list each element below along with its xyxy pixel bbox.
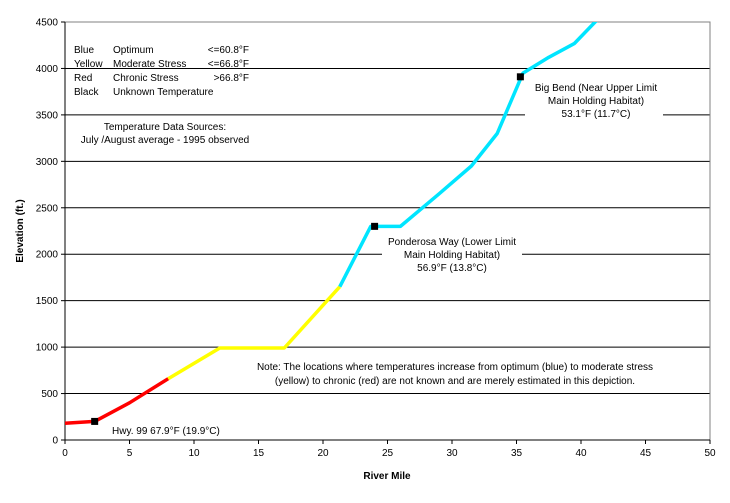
big-bend-label-line3: 53.1°F (11.7°C) [562, 109, 631, 120]
note-line1: Note: The locations where temperatures i… [257, 362, 653, 373]
x-tick-label-35: 35 [511, 448, 523, 459]
y-tick-label-4500: 4500 [36, 18, 59, 29]
legend-limit-optimum: <=60.8°F [208, 45, 249, 56]
y-tick-label-0: 0 [52, 436, 58, 447]
legend-limit-moderate: <=66.8°F [208, 59, 249, 70]
legend-color-black: Black [74, 87, 99, 98]
ponderosa-label-line2: Main Holding Habitat) [404, 250, 500, 261]
legend-color-blue: Blue [74, 45, 94, 56]
y-tick-label-3500: 3500 [36, 110, 59, 121]
x-tick-label-50: 50 [704, 448, 716, 459]
legend: Blue Optimum <=60.8°F Yellow Moderate St… [74, 45, 249, 98]
ponderosa-label-line3: 56.9°F (13.8°C) [417, 263, 487, 274]
hwy99-annotation: Hwy. 99 67.9°F (19.9°C) [112, 426, 220, 437]
note-line2: (yellow) to chronic (red) are not known … [275, 376, 635, 387]
big-bend-annotation: Big Bend (Near Upper Limit Main Holding … [525, 79, 663, 121]
legend-limit-chronic: >66.8°F [214, 73, 249, 84]
marker-layer [91, 73, 524, 425]
x-tick-label-25: 25 [382, 448, 394, 459]
big-bend-label-line2: Main Holding Habitat) [548, 96, 644, 107]
site-marker-1 [91, 417, 99, 425]
series-line-yellow [167, 285, 342, 381]
tick-labels: 0 500 1000 1500 2000 2500 3000 3500 4000 4500 0 5 10… [36, 18, 716, 460]
x-tick-label-10: 10 [188, 448, 200, 459]
x-tick-label-0: 0 [62, 448, 68, 459]
legend-label-chronic: Chronic Stress [113, 73, 179, 84]
ponderosa-label-bg [382, 232, 522, 276]
series-line-blue [338, 22, 598, 288]
x-tick-label-30: 30 [446, 448, 458, 459]
note-bg [236, 357, 684, 389]
legend-label-moderate: Moderate Stress [113, 59, 186, 70]
x-tick-label-40: 40 [575, 448, 587, 459]
y-tick-label-2500: 2500 [36, 203, 59, 214]
axes [61, 21, 711, 444]
y-axis-title: Elevation (ft.) [15, 199, 26, 262]
legend-color-red: Red [74, 73, 92, 84]
series-line-red [65, 377, 170, 426]
data-sources: Temperature Data Sources: July /August a… [81, 122, 249, 146]
site-marker-2 [371, 222, 379, 230]
hwy99-label: Hwy. 99 67.9°F (19.9°C) [112, 426, 220, 437]
ponderosa-label-line1: Ponderosa Way (Lower Limit [388, 237, 516, 248]
sources-title: Temperature Data Sources: [104, 122, 226, 133]
x-tick-label-5: 5 [127, 448, 133, 459]
big-bend-label-bg [525, 79, 663, 121]
series-layer [65, 22, 598, 426]
sources-detail: July /August average - 1995 observed [81, 135, 249, 146]
legend-label-unknown: Unknown Temperature [113, 87, 214, 98]
y-tick-label-500: 500 [41, 389, 58, 400]
y-tick-label-3000: 3000 [36, 157, 59, 168]
x-axis-title: River Mile [363, 471, 411, 482]
big-bend-label-line1: Big Bend (Near Upper Limit [535, 83, 657, 94]
y-tick-label-4000: 4000 [36, 64, 59, 75]
x-tick-label-15: 15 [253, 448, 265, 459]
site-marker-3 [516, 73, 524, 81]
y-tick-label-1000: 1000 [36, 343, 59, 354]
x-tick-label-20: 20 [317, 448, 329, 459]
y-tick-label-2000: 2000 [36, 250, 59, 261]
ponderosa-annotation: Ponderosa Way (Lower Limit Main Holding … [382, 232, 522, 276]
legend-label-optimum: Optimum [113, 45, 154, 56]
note-annotation: Note: The locations where temperatures i… [236, 357, 684, 389]
x-tick-label-45: 45 [640, 448, 652, 459]
y-tick-label-1500: 1500 [36, 296, 59, 307]
legend-color-yellow: Yellow [74, 59, 103, 70]
